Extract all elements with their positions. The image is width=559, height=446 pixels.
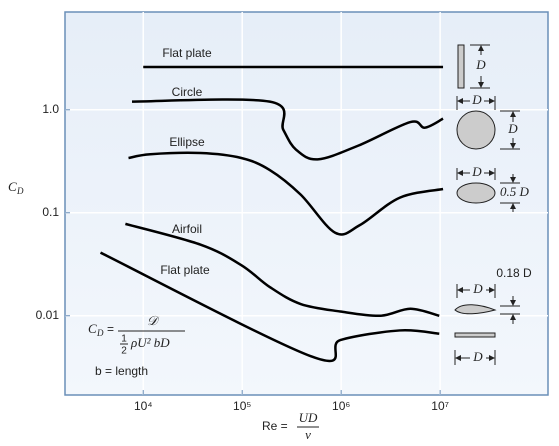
series-label: Airfoil xyxy=(172,222,202,236)
shape-label: 0.18 D xyxy=(496,266,532,280)
y-tick-label: 1.0 xyxy=(42,102,59,116)
formula-denominator: ρU² bD xyxy=(130,335,170,350)
formula-symbol: C xyxy=(88,321,97,336)
plate-horizontal xyxy=(454,332,496,338)
formula: C D = 𝒟 1 2 ρU² bD b = length xyxy=(88,313,185,378)
curve xyxy=(131,98,444,161)
x-axis-label: Re = xyxy=(262,419,288,433)
x-tick-label: 10⁷ xyxy=(431,399,449,413)
curve xyxy=(128,151,444,236)
airfoil-shape xyxy=(454,304,497,315)
plate-vertical xyxy=(457,44,465,89)
x-axis-label-denominator: ν xyxy=(305,427,311,442)
formula-note: b = length xyxy=(95,364,148,378)
x-axis-label-numerator: UD xyxy=(299,410,318,425)
formula-half-den: 2 xyxy=(121,346,127,357)
series-label: Circle xyxy=(172,85,203,99)
shapes xyxy=(454,44,520,365)
curves xyxy=(99,65,444,363)
curve xyxy=(125,222,440,318)
x-tick-label: 10⁵ xyxy=(233,399,251,413)
series-label: Flat plate xyxy=(162,46,212,60)
formula-numerator: 𝒟 xyxy=(147,313,160,328)
y-tick-label: 0.01 xyxy=(36,308,60,322)
y-axis-label: C xyxy=(8,179,17,194)
ellipse-shape xyxy=(456,182,496,204)
shape-labels: D D D D 0.5 D 0.18 D D D xyxy=(471,57,532,364)
curve xyxy=(99,251,440,363)
shape-label: D xyxy=(471,92,482,107)
formula-equals: = xyxy=(107,322,114,336)
formula-half-num: 1 xyxy=(121,334,127,345)
formula-subscript: D xyxy=(96,328,104,338)
series-label: Ellipse xyxy=(169,135,205,149)
x-tick-label: 10⁴ xyxy=(134,399,153,413)
shape-label: D xyxy=(507,121,518,136)
y-axis-label-subscript: D xyxy=(16,186,24,196)
shape-label: 0.5 D xyxy=(500,184,530,199)
series-label: Flat plate xyxy=(160,263,210,277)
shape-label: D xyxy=(471,164,482,179)
y-tick-label: 0.1 xyxy=(42,205,59,219)
x-tick-label: 10⁶ xyxy=(332,399,350,413)
shape-label: D xyxy=(475,57,486,72)
circle-shape xyxy=(456,110,496,150)
shape-label: D xyxy=(472,281,483,296)
shape-label: D xyxy=(472,349,483,364)
